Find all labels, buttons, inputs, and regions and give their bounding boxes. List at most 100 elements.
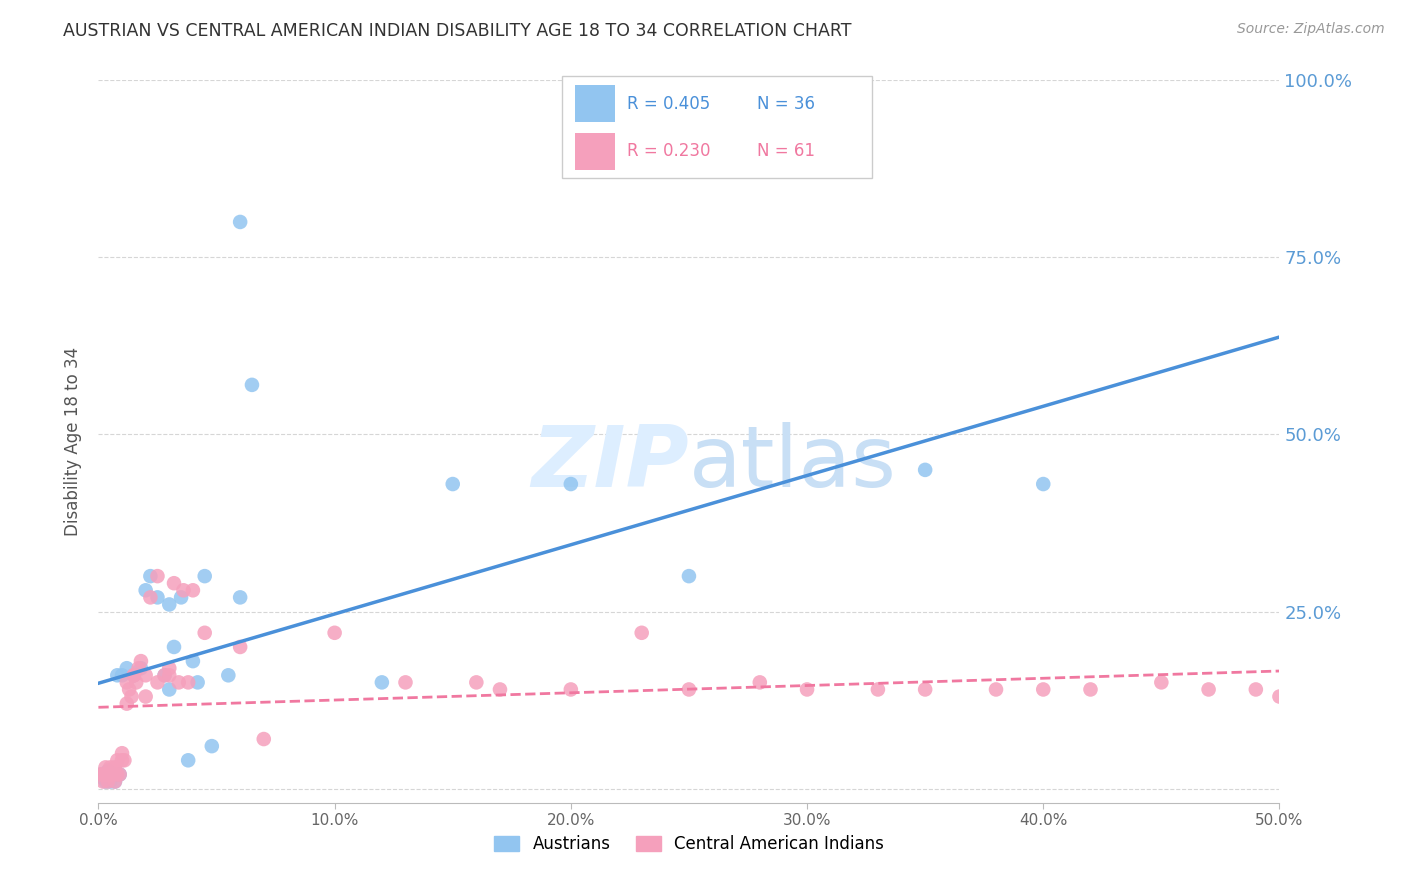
Point [105, 668, 128, 682]
Point [111, 746, 134, 760]
Point [146, 591, 169, 605]
Point [1032, 682, 1054, 697]
Point [122, 668, 145, 682]
Point [139, 591, 162, 605]
Text: ZIP: ZIP [531, 422, 689, 505]
Point [94, 767, 117, 781]
Point [1032, 477, 1054, 491]
Point [104, 760, 127, 774]
Point [560, 682, 582, 697]
Point [94, 760, 117, 774]
Text: R = 0.405: R = 0.405 [627, 95, 710, 112]
Point [1198, 682, 1220, 697]
Point [97, 764, 120, 778]
Point [153, 668, 176, 682]
Point [91, 774, 114, 789]
Text: N = 61: N = 61 [758, 142, 815, 160]
Point [172, 583, 194, 598]
Point [135, 668, 157, 682]
Point [108, 767, 131, 781]
Point [105, 767, 128, 781]
Point [240, 377, 263, 392]
Point [984, 682, 1007, 697]
Point [187, 675, 209, 690]
Point [121, 690, 143, 704]
Point [98, 760, 121, 774]
Point [177, 753, 200, 767]
Point [678, 569, 700, 583]
Text: Source: ZipAtlas.com: Source: ZipAtlas.com [1237, 22, 1385, 37]
Point [1268, 690, 1291, 704]
Point [253, 732, 276, 747]
Point [115, 675, 138, 690]
Point [229, 591, 252, 605]
Point [194, 569, 217, 583]
Point [914, 682, 936, 697]
Point [201, 739, 224, 753]
Point [111, 668, 134, 682]
Point [323, 625, 346, 640]
Point [101, 767, 124, 781]
Point [91, 771, 114, 785]
Point [146, 569, 169, 583]
Point [111, 753, 134, 767]
Point [97, 767, 120, 781]
Point [194, 625, 217, 640]
Point [112, 753, 135, 767]
Point [371, 675, 394, 690]
Point [135, 690, 157, 704]
Text: AUSTRIAN VS CENTRAL AMERICAN INDIAN DISABILITY AGE 18 TO 34 CORRELATION CHART: AUSTRIAN VS CENTRAL AMERICAN INDIAN DISA… [63, 22, 852, 40]
Point [181, 583, 204, 598]
Point [866, 682, 889, 697]
Point [157, 661, 180, 675]
Point [217, 668, 239, 682]
Point [1150, 675, 1173, 690]
FancyBboxPatch shape [575, 133, 614, 170]
Point [139, 569, 162, 583]
FancyBboxPatch shape [575, 85, 614, 122]
Point [157, 668, 180, 682]
Point [914, 463, 936, 477]
Legend: Austrians, Central American Indians: Austrians, Central American Indians [488, 828, 890, 860]
Y-axis label: Disability Age 18 to 34: Disability Age 18 to 34 [65, 347, 83, 536]
Point [125, 675, 148, 690]
Point [105, 753, 128, 767]
Point [98, 767, 121, 781]
Point [1080, 682, 1102, 697]
Point [146, 675, 169, 690]
FancyBboxPatch shape [562, 76, 872, 178]
Point [104, 774, 127, 789]
Point [630, 625, 652, 640]
Point [796, 682, 818, 697]
Point [98, 774, 121, 789]
Point [157, 682, 180, 697]
Point [678, 682, 700, 697]
Point [101, 767, 124, 781]
Point [118, 682, 141, 697]
Point [97, 774, 120, 789]
Text: N = 36: N = 36 [758, 95, 815, 112]
Point [153, 668, 176, 682]
Point [94, 774, 117, 789]
Point [748, 675, 770, 690]
Point [394, 675, 416, 690]
Point [181, 654, 204, 668]
Point [122, 668, 145, 682]
Point [90, 767, 112, 781]
Point [128, 661, 150, 675]
Point [104, 774, 127, 789]
Point [122, 668, 145, 682]
Point [129, 654, 152, 668]
Point [560, 477, 582, 491]
Text: atlas: atlas [689, 422, 897, 505]
Point [489, 682, 512, 697]
Point [115, 661, 138, 675]
Point [135, 583, 157, 598]
Point [90, 767, 112, 781]
Point [108, 767, 131, 781]
Point [441, 477, 464, 491]
Point [167, 675, 190, 690]
Point [91, 767, 114, 781]
Point [163, 640, 186, 654]
Point [1244, 682, 1267, 697]
